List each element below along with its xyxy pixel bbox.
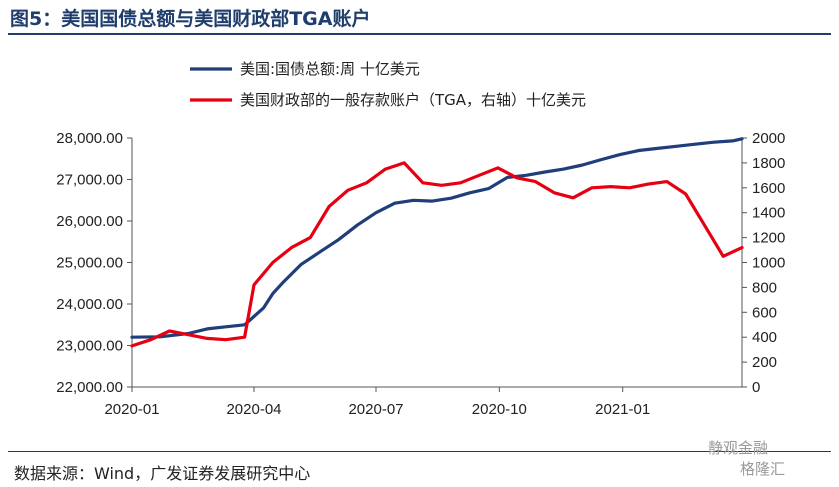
- axes: 22,000.00 23,000.00 24,000.00 25,000.00 26,0…: [56, 130, 785, 418]
- x-tick-label: 2020-10: [472, 401, 527, 418]
- right-tick-label: 0: [752, 379, 760, 396]
- legend-label: 美国财政部的一般存款账户（TGA，右轴）十亿美元: [240, 91, 586, 109]
- left-tick-label: 23,000.00: [56, 338, 123, 355]
- right-tick-label: 2000: [752, 130, 785, 147]
- right-tick-label: 1800: [752, 155, 785, 172]
- right-tick-label: 1400: [752, 205, 785, 222]
- footer-divider: [8, 451, 831, 452]
- x-tick-label: 2020-04: [226, 401, 281, 418]
- left-tick-label: 25,000.00: [56, 255, 123, 272]
- left-tick-label: 24,000.00: [56, 296, 123, 313]
- tga-balance-line: [130, 161, 744, 348]
- left-tick-label: 22,000.00: [56, 379, 123, 396]
- legend-label: 美国:国债总额:周 十亿美元: [240, 60, 420, 78]
- left-tick-label: 28,000.00: [56, 130, 123, 147]
- left-tick-label: 26,000.00: [56, 213, 123, 230]
- x-tick-label: 2020-07: [348, 401, 403, 418]
- watermark-text: 静观金融: [708, 439, 769, 457]
- right-tick-label: 1600: [752, 180, 785, 197]
- x-tick-label: 2020-01: [104, 401, 159, 418]
- left-tick-label: 27,000.00: [56, 172, 123, 189]
- debt-total-line: [130, 137, 744, 339]
- right-tick-label: 800: [752, 279, 777, 296]
- x-tick-label: 2021-01: [595, 401, 650, 418]
- page-title: 图5：美国国债总额与美国财政部TGA账户: [10, 8, 371, 30]
- right-tick-label: 1200: [752, 230, 785, 247]
- right-tick-label: 400: [752, 329, 777, 346]
- source-note: 数据来源：Wind，广发证券发展研究中心: [14, 464, 311, 483]
- right-tick-label: 200: [752, 354, 777, 371]
- series-lines: [130, 137, 744, 348]
- right-tick-label: 600: [752, 304, 777, 321]
- title-divider: [8, 33, 831, 35]
- watermark-text-2: 格隆汇: [740, 460, 786, 478]
- right-tick-label: 1000: [752, 255, 785, 272]
